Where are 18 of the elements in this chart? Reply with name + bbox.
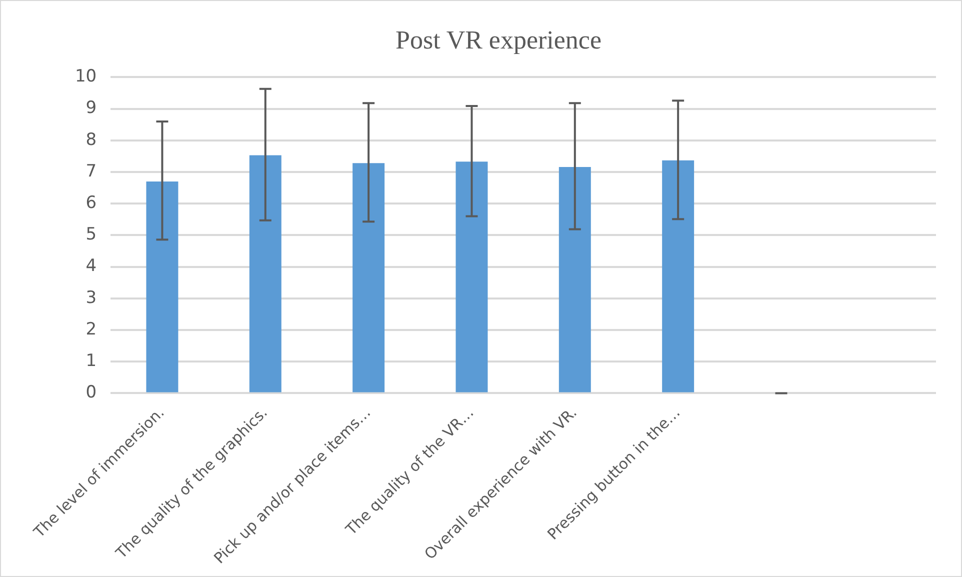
y-tick-label: 0: [86, 382, 97, 403]
bar: [352, 163, 385, 392]
bar: [558, 166, 591, 392]
bar: [146, 181, 178, 392]
chart-title: Post VR experience: [395, 25, 602, 54]
y-tick-label: 2: [86, 319, 97, 340]
y-tick-label: 10: [74, 66, 97, 87]
y-tick-label: 7: [86, 161, 97, 182]
bar: [662, 160, 694, 392]
bar: [249, 155, 282, 392]
bar: [456, 162, 488, 392]
y-tick-label: 6: [86, 193, 97, 214]
y-tick-label: 5: [86, 224, 97, 245]
y-tick-label: 8: [86, 130, 97, 150]
y-tick-label: 3: [86, 288, 97, 308]
y-tick-label: 4: [86, 256, 97, 276]
y-tick-label: 1: [86, 351, 97, 372]
y-tick-label: 9: [86, 98, 97, 118]
